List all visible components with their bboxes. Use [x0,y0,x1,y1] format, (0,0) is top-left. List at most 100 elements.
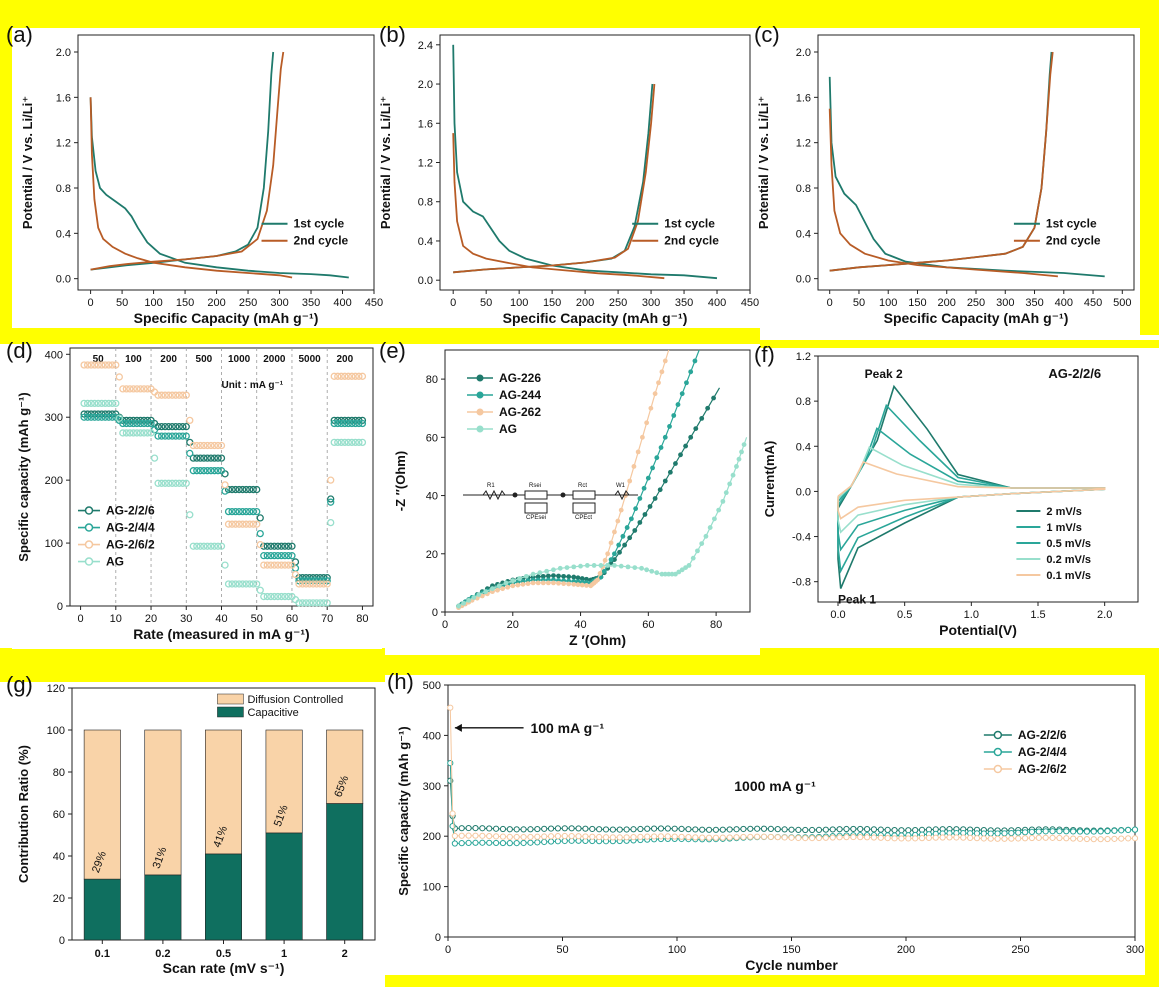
legend-marker [993,747,1003,757]
data-point-AG-2/2/6 [260,542,268,550]
x-tick-label: 80 [356,613,368,625]
data-point-AG-2/2/6 [637,825,644,833]
legend-label: AG-2/4/4 [106,521,155,535]
rate-label: 1000 [228,354,251,365]
data-point-AG [517,576,522,581]
data-point-AG [476,592,482,597]
data-point-AG-2/6/2 [479,832,486,839]
legend-label: 2nd cycle [664,234,719,248]
data-point-AG [298,599,307,607]
data-point-AG-2/6/2 [91,361,99,369]
data-point-AG-2/6/2 [987,835,994,842]
data-point-AG-2/4/4 [447,760,454,767]
data-point-AG-2/2/6 [630,826,637,833]
data-point-AG [659,571,665,577]
data-point-AG-226 [540,573,546,579]
data-point-AG-2/6/2 [967,834,974,841]
bar-diffusion [265,729,303,834]
data-point-AG-244 [679,391,685,397]
panel-bg [12,344,382,649]
x-tick-label: 50 [116,297,128,309]
data-point-AG-2/4/4 [358,419,367,428]
data-point-AG [140,429,148,437]
panel-bg [385,675,1145,975]
y-tick-label: 0 [435,932,441,944]
legend-label: Capacitive [247,707,298,719]
data-point-AG-2/6/2 [309,580,317,588]
data-point-AG [161,479,169,487]
x-tick-label: 200 [576,297,594,309]
y-tick-label: 80 [426,374,438,386]
data-point-AG-2/6/2 [1111,835,1118,842]
data-point-AG-2/2/6 [288,542,296,550]
data-point-AG-2/6/2 [678,833,685,840]
y-tick-label: 400 [423,730,441,742]
data-point-AG-2/4/4 [175,432,183,440]
x-tick-label: 0 [827,297,833,309]
x-tick-label: 250 [609,297,627,309]
data-point-AG-2/4/4 [351,419,360,428]
panel-bg [385,28,760,328]
x-tick-label: 20 [145,613,157,625]
data-point-AG-2/6/2 [465,832,472,839]
data-point-AG [618,563,624,569]
data-point-AG-2/6/2 [1042,834,1049,841]
y-axis-label: Specific capacity (mAh g⁻¹) [16,392,31,561]
data-point-AG-2/6/2 [253,520,261,528]
x-tick-label: 50 [556,944,568,956]
data-point-AG-2/4/4 [108,413,116,421]
y-tick-label: 60 [426,432,438,444]
y-tick-label: 2.0 [796,47,811,59]
data-point-AG-2/4/4 [186,449,194,458]
y-tick-label: 200 [423,831,441,843]
data-point-AG-2/6/2 [912,835,919,842]
y-tick-label: 0.0 [796,486,811,498]
highlight-band-f [760,340,1159,348]
data-point-AG-244 [684,380,689,386]
data-point-AG-2/4/4 [98,413,106,421]
x-tick-label: 0.5 [897,609,912,621]
data-point-AG-244 [658,445,664,450]
y-axis-label: Potential / V vs. Li/Li⁺ [20,96,35,229]
legend-label: 2nd cycle [1046,234,1101,248]
panel-label: (e) [379,338,406,363]
data-point-AG-2/6/2 [316,580,324,588]
data-point-AG-2/4/4 [263,552,271,560]
rate-label: 500 [196,354,213,365]
data-point-AG-2/4/4 [238,507,247,516]
data-point-AG-2/2/6 [829,826,836,833]
data-point-AG-2/4/4 [101,413,109,421]
data-point-AG-262 [627,478,633,484]
data-point-AG-244 [637,496,643,501]
y-tick-label: 0.0 [796,274,811,286]
data-point-AG [80,399,88,408]
y-tick-label: 300 [45,412,63,424]
data-point-AG-262 [584,583,589,588]
x-tick-label: 150 [176,297,194,309]
x-tick-label: 20 [507,619,519,631]
data-point-AG-2/6/2 [108,361,116,369]
curve-2nd-cycle-charge [90,51,285,271]
data-point-AG [323,599,331,607]
data-point-AG [129,429,138,437]
data-point-AG [741,442,747,448]
data-point-AG-226 [699,416,705,421]
data-point-AG-2/6/2 [499,833,507,840]
rate-label: 100 [125,354,142,365]
data-point-AG-2/6/2 [1049,834,1056,841]
data-point-AG-2/2/6 [228,485,236,494]
data-point-AG-2/4/4 [267,552,275,560]
warburg-w1 [614,490,630,501]
highlight-band-h-top [385,655,1159,675]
legend-marker [84,557,94,566]
data-point-AG-2/6/2 [699,834,706,841]
data-point-AG-2/2/6 [877,826,884,833]
data-point-AG-2/6/2 [341,372,349,380]
data-point-AG-226 [647,504,653,509]
data-point-AG-2/4/4 [355,419,363,428]
data-point-AG [334,438,342,447]
x-tick-label: 0 [442,619,448,631]
data-point-AG-244 [654,455,660,461]
data-point-AG [203,542,212,550]
data-point-AG-2/4/4 [1131,826,1139,833]
